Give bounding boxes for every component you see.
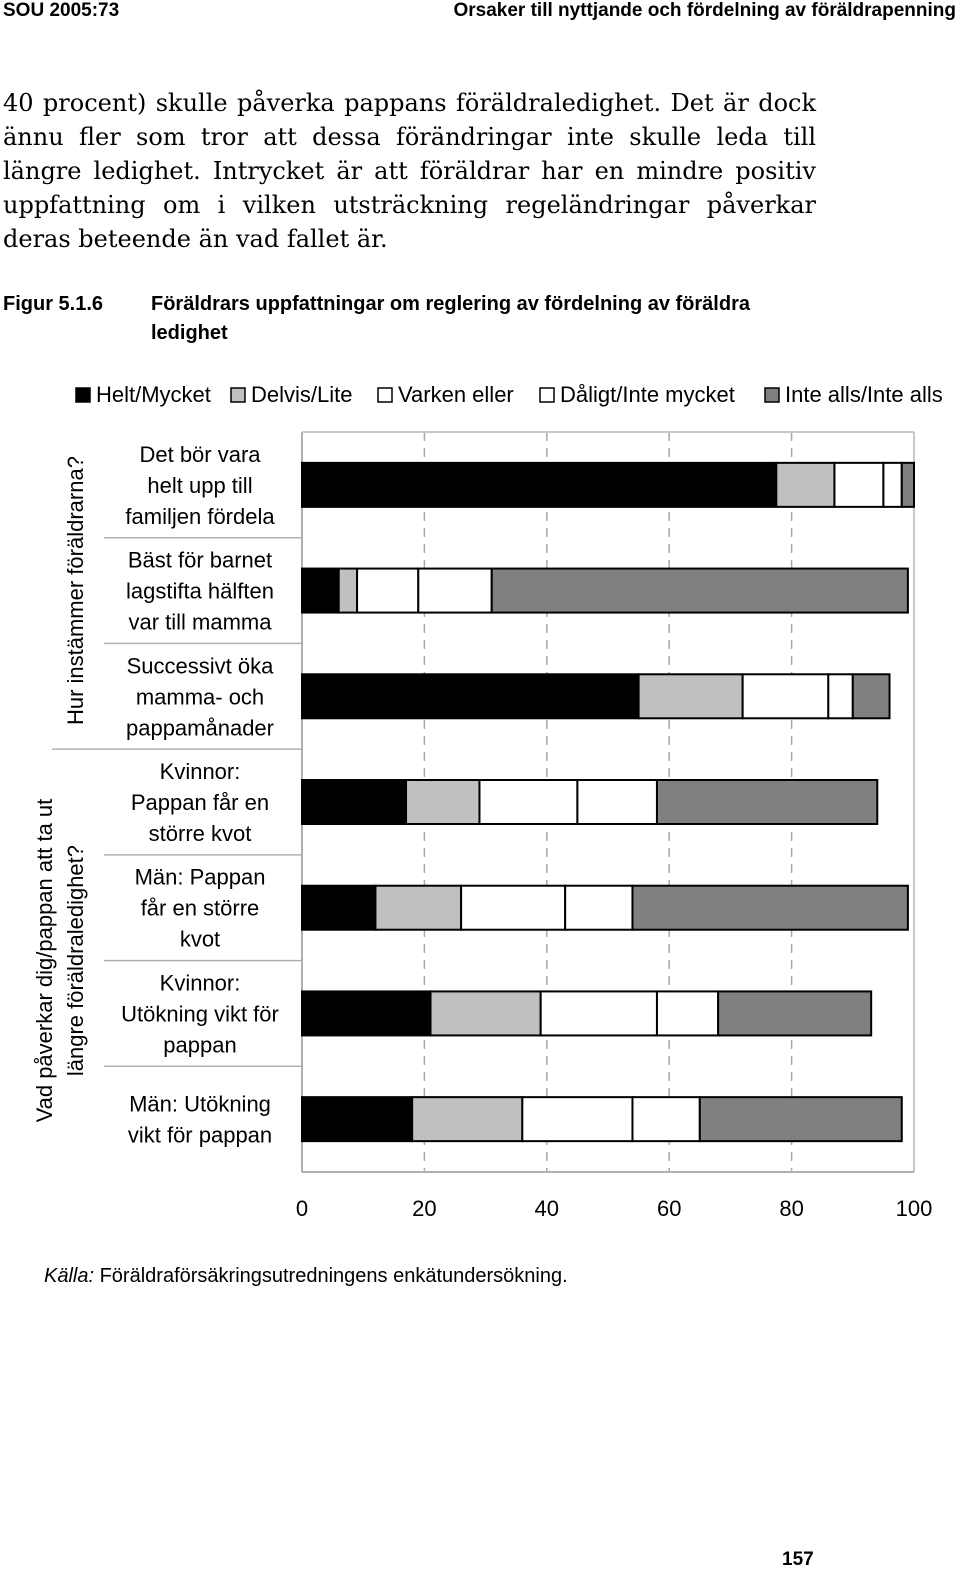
bar-segment — [429, 990, 542, 1037]
bar-segment — [301, 779, 408, 825]
stacked-bar-chart: Det bör vara helt upp till familjen fördel… — [32, 382, 943, 1221]
legend-label: Delvis/Lite — [251, 382, 352, 407]
category-label: mamma- och — [136, 684, 264, 709]
legend-label: Dåligt/Inte mycket — [560, 382, 735, 407]
category-label: Män: Pappan — [135, 865, 266, 890]
bar-segment — [564, 884, 634, 931]
category-label: Det bör vara — [139, 442, 261, 467]
group-label: längre föräldraledighet? — [63, 845, 88, 1076]
category-label: Män: Utökning — [129, 1092, 271, 1117]
bar-segment — [478, 779, 579, 825]
category-label: vikt för pappan — [128, 1123, 272, 1148]
bar-segment — [827, 673, 854, 720]
bar-segment — [655, 990, 720, 1037]
running-header-right: Orsaker till nyttjande och fördelning av… — [453, 0, 956, 21]
legend-swatch — [230, 387, 246, 403]
bar-segment — [301, 990, 432, 1037]
legend-label: Varken eller — [398, 382, 514, 407]
bar-segment — [655, 779, 879, 825]
legend-swatch — [377, 387, 393, 403]
x-tick-label: 60 — [657, 1196, 681, 1221]
group-label: Vad påverkar dig/pappan att ta ut — [32, 799, 57, 1123]
category-label: familjen fördela — [125, 504, 275, 529]
body-paragraph: 40 procent) skulle påverka pappans föräl… — [3, 89, 816, 253]
bar-segment — [631, 1096, 701, 1143]
bar-segment — [490, 567, 909, 614]
bar-segment — [374, 884, 463, 931]
bar-segment — [411, 1096, 524, 1143]
bar-segment — [717, 990, 873, 1037]
legend-label: Inte alls/Inte alls — [785, 382, 943, 407]
category-label: Kvinnor: — [160, 759, 241, 784]
bar-segment — [637, 673, 744, 720]
bar-segment — [301, 884, 377, 931]
x-tick-label: 80 — [779, 1196, 803, 1221]
category-label: Successivt öka — [127, 653, 274, 678]
bar-segment — [576, 779, 658, 825]
x-tick-label: 20 — [412, 1196, 436, 1221]
legend-swatch — [539, 387, 555, 403]
page-number: 157 — [782, 1549, 814, 1570]
bar-segment — [301, 461, 778, 508]
bar-segment — [405, 779, 481, 825]
category-label: pappamånader — [126, 715, 274, 740]
legend-swatch — [75, 387, 91, 403]
running-header-left: SOU 2005:73 — [3, 0, 120, 21]
category-label: större kvot — [149, 821, 252, 846]
category-label: får en större — [141, 896, 260, 921]
bar-segment — [337, 567, 359, 614]
source-label: Källa: — [44, 1265, 95, 1287]
figure-title: Föräldrars uppfattningar om reglering av… — [151, 293, 750, 344]
x-tick-label: 40 — [535, 1196, 559, 1221]
figure-label: Figur 5.1.6 — [3, 293, 104, 315]
category-label: pappan — [163, 1032, 236, 1057]
bar-segment — [882, 461, 903, 508]
category-label: Utökning vikt för — [121, 1001, 279, 1026]
bar-segment — [301, 567, 340, 614]
source-text: Föräldraförsäkringsutredningens enkätund… — [99, 1265, 568, 1287]
category-label: lagstifta hälften — [126, 579, 274, 604]
bar-segment — [851, 673, 891, 720]
bar-segment — [301, 673, 640, 720]
bar-segment — [460, 884, 567, 931]
bar-segment — [417, 567, 493, 614]
bar-segment — [539, 990, 658, 1037]
x-tick-label: 0 — [296, 1196, 308, 1221]
category-label: Pappan får en — [131, 790, 269, 815]
bar-segment — [741, 673, 830, 720]
x-tick-label: 100 — [896, 1196, 933, 1221]
category-label: kvot — [180, 927, 220, 952]
bar-segment — [775, 461, 836, 508]
category-label: Bäst för barnet — [128, 548, 272, 573]
bar-segment — [833, 461, 885, 508]
category-label: var till mamma — [128, 610, 272, 635]
legend-label: Helt/Mycket — [96, 382, 211, 407]
group-label: Hur instämmer föräldrarna? — [63, 456, 88, 725]
bar-segment — [301, 1096, 414, 1143]
bar-segment — [900, 461, 916, 508]
bar-segment — [698, 1096, 903, 1143]
bar-segment — [631, 884, 909, 931]
category-label: helt upp till — [147, 473, 252, 498]
legend-swatch — [764, 387, 780, 403]
category-label: Kvinnor: — [160, 970, 241, 995]
source-note: Källa: Föräldraförsäkringsutredningens e… — [44, 1265, 568, 1288]
bar-segment — [356, 567, 420, 614]
bar-segment — [521, 1096, 634, 1143]
